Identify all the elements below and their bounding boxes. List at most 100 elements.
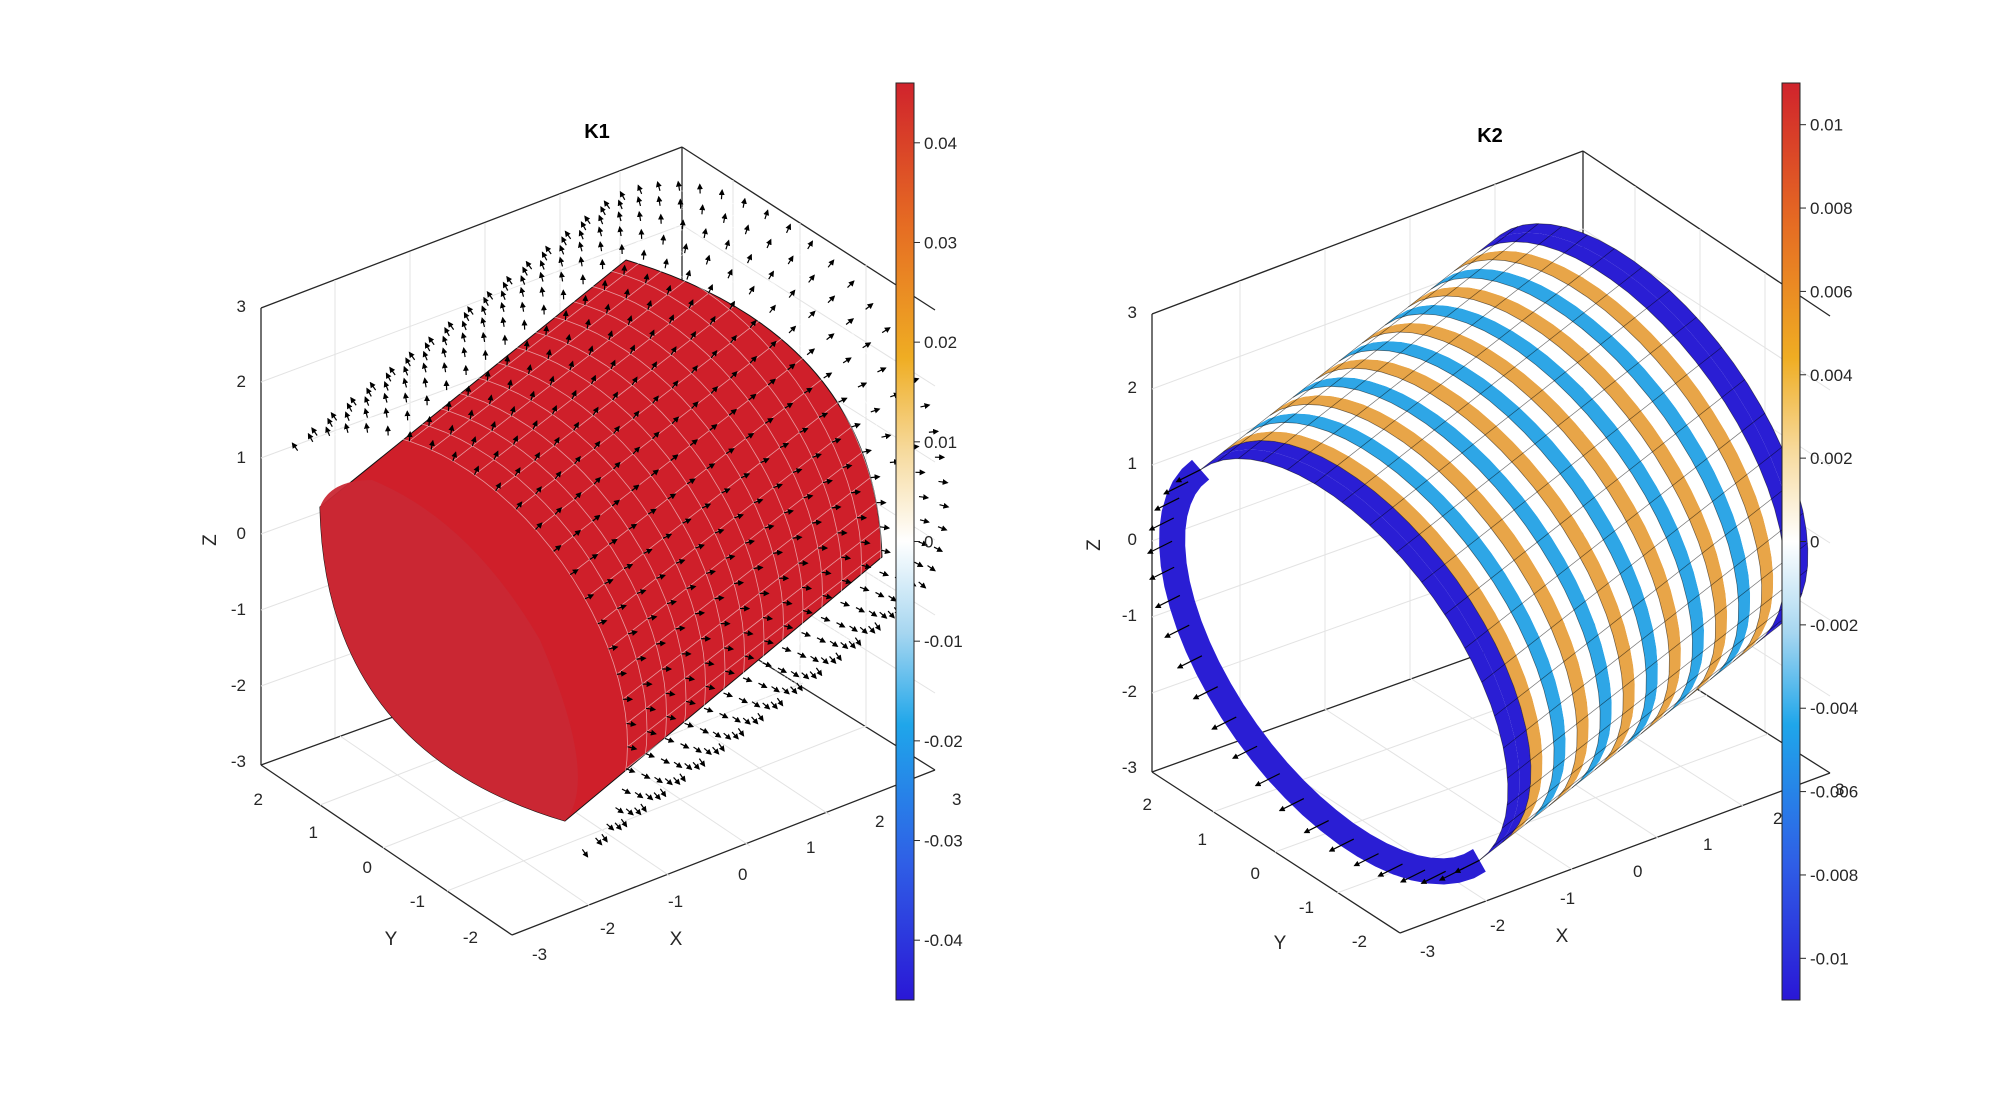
normal-arrow xyxy=(730,371,738,379)
y-axis-label: Y xyxy=(1274,933,1287,954)
normal-arrow xyxy=(582,294,589,306)
normal-arrow xyxy=(686,584,697,591)
normal-arrow xyxy=(620,818,628,828)
normal-arrow xyxy=(694,610,706,617)
normal-arrow xyxy=(608,538,618,545)
normal-arrow xyxy=(742,676,753,683)
normal-arrow xyxy=(364,396,370,406)
normal-arrow xyxy=(1303,819,1329,834)
normal-arrow xyxy=(766,238,772,249)
normal-arrow xyxy=(937,525,948,532)
normal-arrow xyxy=(655,180,662,191)
normal-arrow xyxy=(850,489,862,496)
normal-arrow xyxy=(597,226,604,237)
normal-arrow xyxy=(495,482,501,492)
x-axis-label: X xyxy=(1556,926,1569,947)
mesh-line xyxy=(1506,569,1808,806)
panel-title: K2 xyxy=(1477,125,1503,147)
mesh-ring xyxy=(375,371,706,790)
mesh-line xyxy=(1314,248,1615,484)
mesh-ring xyxy=(472,295,804,714)
normal-arrow xyxy=(704,254,711,265)
normal-arrow xyxy=(724,239,731,250)
normal-arrow xyxy=(385,372,392,382)
mesh-line xyxy=(1502,592,1803,829)
colorbar-tick-label: -0.006 xyxy=(1810,783,1858,802)
normal-arrow xyxy=(841,578,852,585)
normal-arrow xyxy=(483,296,489,306)
normal-arrow xyxy=(601,279,608,291)
normal-arrow xyxy=(743,630,754,637)
mesh-line xyxy=(1464,412,1766,649)
normal-arrow xyxy=(664,778,673,786)
normal-arrow xyxy=(742,717,751,725)
normal-arrow xyxy=(636,655,647,662)
z-tick-labels: 3 2 1 0 -1 -2 -3 xyxy=(231,297,246,771)
normal-arrow xyxy=(862,342,872,349)
normal-arrow xyxy=(330,412,338,421)
normal-arrow xyxy=(787,363,796,371)
normal-arrow xyxy=(307,432,314,443)
normal-arrow xyxy=(692,761,700,770)
normal-arrow xyxy=(835,652,842,662)
normal-arrow xyxy=(734,513,744,520)
normal-arrow xyxy=(857,382,868,388)
colorbar-tick-label: 0 xyxy=(1810,533,1819,552)
mesh-ring xyxy=(1200,458,1509,861)
normal-arrow xyxy=(631,376,638,386)
normal-arrow xyxy=(604,579,614,585)
normal-vectors xyxy=(1146,469,1480,884)
normal-arrow xyxy=(684,675,696,682)
normal-arrow xyxy=(918,494,930,501)
normal-arrow xyxy=(670,454,679,462)
normal-arrow xyxy=(383,381,390,391)
normal-arrow xyxy=(636,196,643,207)
mesh-ring xyxy=(589,205,921,623)
normal-arrow xyxy=(441,362,448,373)
mesh-line xyxy=(1261,226,1563,462)
normal-arrow xyxy=(554,471,562,480)
panel-k1: K1 xyxy=(200,82,963,1001)
mesh-line xyxy=(1396,316,1697,553)
normal-arrow xyxy=(803,387,813,394)
normal-arrow xyxy=(746,253,753,264)
colorbar-strip xyxy=(895,82,915,1001)
normal-arrow xyxy=(816,637,827,643)
normal-arrow xyxy=(684,722,695,728)
normal-arrow xyxy=(664,737,675,743)
normal-arrow xyxy=(646,729,657,736)
mesh-ring xyxy=(394,356,726,775)
normal-arrow xyxy=(640,249,647,260)
normal-arrow xyxy=(740,473,751,479)
normal-arrow xyxy=(861,448,872,455)
z-tick: 0 xyxy=(1128,530,1137,549)
normal-arrow xyxy=(918,581,927,589)
normal-arrow xyxy=(818,412,829,419)
normal-arrow xyxy=(1278,798,1305,812)
normal-arrow xyxy=(809,671,817,680)
normal-arrow xyxy=(820,616,831,622)
normal-arrow xyxy=(640,803,647,813)
normal-arrow xyxy=(636,589,647,595)
normal-arrow xyxy=(748,393,757,401)
normal-arrow xyxy=(762,615,774,622)
colorbar-tick-label: -0.002 xyxy=(1810,616,1858,635)
normal-arrow xyxy=(847,280,855,288)
normal-arrow xyxy=(461,320,468,331)
normal-arrow xyxy=(473,465,480,476)
normal-arrow xyxy=(628,523,638,530)
normal-arrow xyxy=(787,255,794,265)
normal-arrow xyxy=(460,332,467,343)
normal-arrow xyxy=(812,453,822,459)
normal-arrow xyxy=(626,315,633,326)
normal-arrow xyxy=(723,732,732,740)
normal-arrow xyxy=(604,303,611,314)
normal-arrow xyxy=(811,519,823,526)
normal-arrow xyxy=(426,415,433,427)
normal-arrow xyxy=(779,443,790,449)
normal-arrow xyxy=(539,260,546,270)
normal-arrow xyxy=(592,406,599,416)
z-tick: 0 xyxy=(237,524,246,543)
normal-arrow xyxy=(610,359,616,370)
colorbar-ticks: 0.01 0.008 0.006 0.004 0.002 0 -0.002 -0.004 -0.… xyxy=(1800,116,1858,968)
